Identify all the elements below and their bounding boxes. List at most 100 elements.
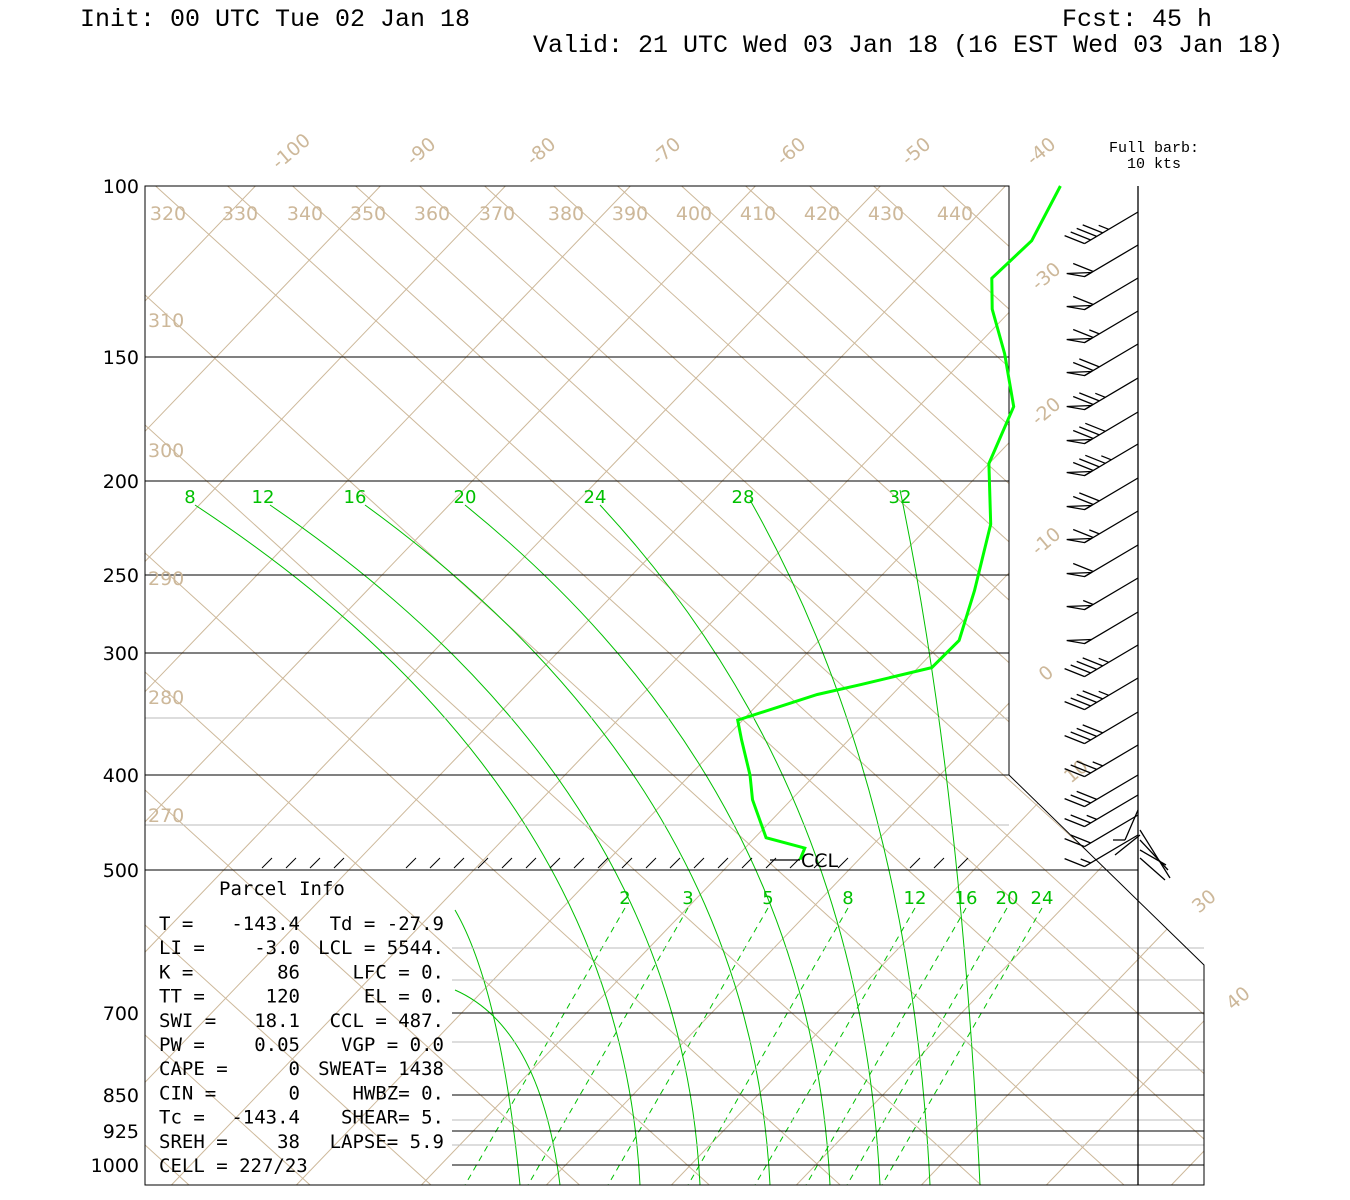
- mixing-ratio-line: [527, 907, 689, 1185]
- parcel-value: 120: [266, 986, 300, 1008]
- hatch-mark: [741, 857, 753, 869]
- barb-feather: [1064, 797, 1085, 808]
- barb-feather: [1072, 328, 1094, 339]
- pressure-tick-label: 400: [103, 765, 139, 787]
- isotherm-label: -30: [1027, 258, 1065, 295]
- dry-adiabat-line: [145, 671, 710, 1185]
- barb-shaft: [1084, 677, 1139, 711]
- pressure-tick-label: 700: [103, 1003, 139, 1025]
- isotherm-line: [145, 186, 381, 432]
- barb-shaft: [1084, 774, 1139, 808]
- moist-adiabat-line: [599, 504, 881, 1185]
- wind-barb: [1064, 794, 1139, 828]
- hatch-mark: [549, 857, 561, 869]
- dry-adiabat-line: [355, 186, 1204, 958]
- moist-adiabat-line: [464, 504, 831, 1185]
- parcel-index: EL = 0.: [364, 986, 444, 1008]
- barb-pennant: [1066, 638, 1092, 645]
- theta-label: 380: [548, 203, 584, 225]
- mixing-ratio-line: [687, 907, 849, 1185]
- barb-shaft: [1084, 510, 1139, 544]
- dry-adiabat-line: [873, 186, 1204, 487]
- barb-feather: [1082, 657, 1103, 667]
- barb-pennant: [1066, 370, 1092, 377]
- theta-label: 350: [350, 203, 386, 225]
- wind-barb: [1064, 711, 1139, 745]
- hatch-mark: [309, 857, 321, 869]
- barb-feather: [1079, 458, 1100, 468]
- barb-pennant: [1066, 504, 1092, 511]
- barb-feather: [1079, 492, 1100, 502]
- parcel-index: VGP = 0.0: [341, 1034, 444, 1056]
- barb-feather: [1072, 429, 1094, 440]
- parcel-label: PW =: [159, 1034, 205, 1056]
- barb-half-feather: [1095, 392, 1106, 398]
- barb-feather: [1072, 562, 1094, 573]
- isotherm-line: [145, 186, 631, 693]
- hatch-mark: [261, 857, 273, 869]
- parcel-index: SHEAR= 5.: [341, 1107, 444, 1129]
- parcel-index: CCL = 487.: [330, 1010, 444, 1032]
- barb-shaft: [1084, 211, 1139, 245]
- barb-feather: [1072, 262, 1094, 273]
- pressure-tick-label: 100: [103, 176, 139, 198]
- barb-feather: [1064, 857, 1085, 868]
- mixing-ratio-line: [881, 907, 1043, 1185]
- isotherm-line: [145, 186, 256, 302]
- wind-barb: [1066, 510, 1139, 544]
- barb-shaft: [1084, 711, 1139, 745]
- hatch-mark: [693, 857, 705, 869]
- dry-adiabat-line: [681, 186, 1204, 662]
- barb-shaft: [1084, 794, 1139, 828]
- barb-feather: [1070, 731, 1091, 741]
- wind-barb: [1064, 814, 1139, 848]
- barb-feather: [1064, 700, 1085, 711]
- barb-feather: [1079, 358, 1100, 368]
- wind-barb: [1066, 244, 1139, 278]
- parcel-value: 18.1: [254, 1010, 300, 1032]
- wind-barb: [1066, 411, 1139, 445]
- barb-pennant: [1066, 337, 1092, 344]
- barb-pennant: [1066, 271, 1092, 278]
- temperature-sounding-line: [735, 185, 1062, 861]
- barb-shaft: [1084, 834, 1139, 868]
- ccl-label: CCL: [801, 850, 839, 872]
- barb-half-feather: [1086, 814, 1097, 821]
- wind-barb: [1066, 611, 1139, 645]
- barb-feather: [1064, 837, 1085, 848]
- dry-adiabat-line: [419, 186, 1204, 900]
- isotherm-line: [546, 499, 1204, 1185]
- barb-shaft: [1084, 411, 1139, 445]
- theta-label: 400: [676, 203, 712, 225]
- parcel-index: SWEAT= 1438: [318, 1058, 444, 1080]
- isotherm-line: [145, 186, 1006, 1083]
- moist-adiabat-label: 20: [454, 487, 477, 508]
- barb-legend-line1: Full barb:: [1109, 140, 1199, 157]
- hatch-mark: [333, 857, 345, 869]
- barb-shaft: [1084, 477, 1139, 511]
- barb-shaft: [1084, 577, 1139, 611]
- barb-feather: [1085, 454, 1106, 464]
- isotherm-line: [921, 890, 1204, 1185]
- parcel-value: 0.05: [254, 1034, 300, 1056]
- barb-feather: [1076, 693, 1097, 704]
- parcel-label: LI =: [159, 937, 205, 959]
- isotherm-label: -100: [268, 129, 315, 174]
- dry-adiabat-line: [145, 552, 841, 1185]
- hatch-mark: [477, 857, 489, 869]
- barb-shaft: [1084, 277, 1139, 311]
- isotherm-line: [145, 186, 506, 562]
- barb-pennant: [1066, 438, 1092, 445]
- isotherm-label: -90: [402, 133, 440, 170]
- barb-pennant: [1066, 537, 1092, 544]
- barb-half-feather: [1101, 455, 1112, 461]
- parcel-value: -143.4: [231, 913, 300, 935]
- valid-time: Valid: 21 UTC Wed 03 Jan 18 (16 EST Wed …: [533, 31, 1283, 60]
- mixing-ratio-line: [754, 907, 916, 1185]
- parcel-label: CAPE =: [159, 1058, 228, 1080]
- moist-adiabat-line: [749, 499, 931, 1185]
- pressure-tick-label: 500: [103, 860, 139, 882]
- moist-adiabat-line: [194, 504, 641, 1185]
- barb-feather: [1070, 231, 1091, 241]
- parcel-value: -143.4: [231, 1107, 300, 1129]
